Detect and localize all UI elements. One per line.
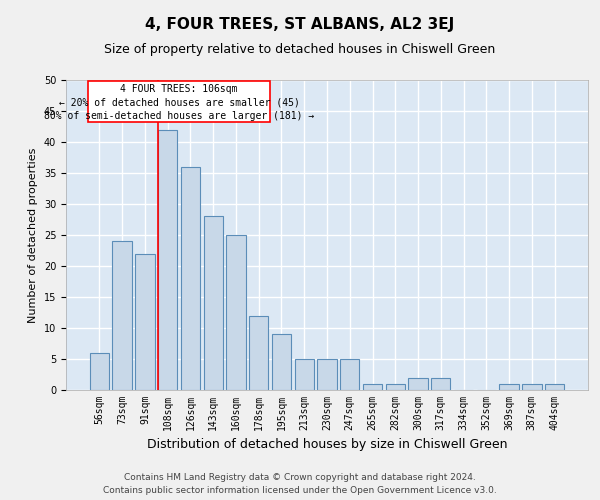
X-axis label: Distribution of detached houses by size in Chiswell Green: Distribution of detached houses by size … [147, 438, 507, 452]
Bar [340, 359, 359, 390]
Bar [545, 384, 564, 390]
Bar [226, 235, 245, 390]
Bar [203, 216, 223, 390]
Text: Contains HM Land Registry data © Crown copyright and database right 2024.
Contai: Contains HM Land Registry data © Crown c… [103, 474, 497, 495]
Text: 80% of semi-detached houses are larger (181) →: 80% of semi-detached houses are larger (… [44, 110, 314, 120]
Bar [522, 384, 542, 390]
Bar [272, 334, 291, 390]
Bar [431, 378, 451, 390]
Text: 4 FOUR TREES: 106sqm: 4 FOUR TREES: 106sqm [121, 84, 238, 94]
Text: 4, FOUR TREES, ST ALBANS, AL2 3EJ: 4, FOUR TREES, ST ALBANS, AL2 3EJ [145, 18, 455, 32]
Bar [499, 384, 519, 390]
Text: Size of property relative to detached houses in Chiswell Green: Size of property relative to detached ho… [104, 42, 496, 56]
Bar [409, 378, 428, 390]
Bar [363, 384, 382, 390]
Bar [135, 254, 155, 390]
Text: ← 20% of detached houses are smaller (45): ← 20% of detached houses are smaller (45… [59, 98, 299, 108]
Bar [181, 167, 200, 390]
Bar [158, 130, 178, 390]
Bar [112, 241, 132, 390]
Bar [90, 353, 109, 390]
Y-axis label: Number of detached properties: Number of detached properties [28, 148, 38, 322]
Bar [249, 316, 268, 390]
Bar [317, 359, 337, 390]
FancyBboxPatch shape [88, 81, 269, 122]
Bar [295, 359, 314, 390]
Bar [386, 384, 405, 390]
